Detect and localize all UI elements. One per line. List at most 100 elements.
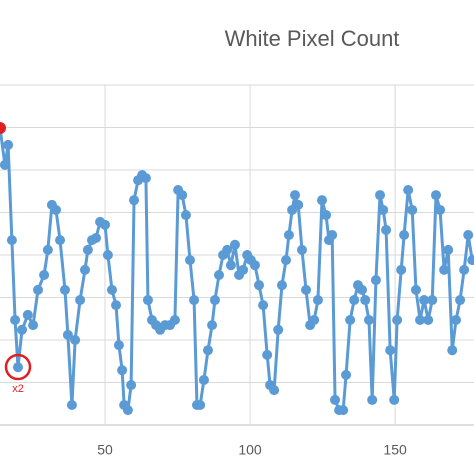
marker: [142, 295, 153, 306]
marker: [238, 264, 249, 275]
marker: [269, 385, 280, 396]
marker: [296, 244, 307, 255]
x-tick-label: 50: [97, 442, 113, 458]
marker: [430, 190, 441, 201]
marker: [50, 204, 61, 215]
marker: [249, 260, 260, 271]
marker: [28, 320, 39, 331]
marker: [363, 315, 374, 326]
marker: [229, 239, 240, 250]
marker: [100, 219, 111, 230]
marker: [360, 295, 371, 306]
marker: [214, 269, 225, 280]
marker: [6, 235, 17, 246]
marker: [82, 244, 93, 255]
marker: [330, 394, 341, 405]
marker: [91, 233, 102, 243]
marker: [403, 184, 414, 195]
plot: [0, 122, 474, 416]
marker: [375, 190, 386, 201]
marker: [79, 264, 90, 275]
marker: [198, 374, 209, 385]
marker: [254, 280, 265, 291]
marker: [283, 230, 294, 241]
marker: [455, 295, 466, 306]
marker: [59, 284, 70, 295]
marker: [273, 324, 284, 335]
marker: [435, 204, 446, 215]
marker: [290, 190, 301, 201]
marker: [341, 369, 352, 380]
marker: [321, 210, 332, 221]
marker: [357, 284, 368, 295]
marker: [62, 329, 73, 340]
marker: [467, 255, 474, 266]
marker: [443, 244, 454, 255]
marker: [407, 204, 418, 215]
marker: [39, 269, 50, 280]
marker: [66, 400, 77, 411]
annotation: x2: [12, 383, 24, 395]
marker: [309, 315, 320, 326]
marker: [195, 400, 206, 411]
marker: [126, 380, 137, 391]
marker: [419, 295, 430, 306]
marker: [129, 195, 140, 206]
marker: [102, 250, 113, 260]
marker: [399, 230, 410, 241]
marker: [459, 264, 470, 275]
chart-title: White Pixel Count: [225, 26, 400, 51]
marker: [316, 195, 327, 206]
marker: [111, 300, 122, 311]
marker: [370, 275, 381, 286]
marker: [276, 280, 287, 291]
marker: [367, 394, 378, 405]
marker: [207, 320, 218, 331]
marker: [345, 315, 356, 326]
marker: [10, 315, 21, 326]
marker: [423, 315, 434, 326]
marker: [439, 264, 450, 275]
marker: [55, 235, 66, 246]
marker: [415, 315, 426, 326]
marker: [327, 230, 338, 241]
marker: [225, 260, 236, 271]
marker: [293, 199, 304, 210]
marker: [106, 284, 117, 295]
marker: [22, 309, 33, 320]
marker: [301, 284, 312, 295]
marker: [427, 295, 438, 306]
marker: [189, 295, 200, 306]
marker: [113, 340, 124, 351]
marker: [33, 284, 44, 295]
marker: [75, 295, 86, 306]
marker: [281, 255, 292, 266]
marker: [312, 295, 323, 306]
marker: [463, 230, 474, 241]
marker: [389, 394, 400, 405]
marker: [0, 159, 10, 170]
marker: [222, 244, 233, 255]
marker: [396, 264, 407, 275]
marker: [338, 405, 349, 416]
marker: [349, 295, 360, 306]
marker: [42, 244, 53, 255]
x-tick-label: 150: [383, 442, 407, 458]
marker: [140, 173, 151, 184]
marker: [169, 315, 180, 326]
marker: [392, 315, 403, 326]
marker: [381, 224, 392, 235]
marker: [70, 335, 81, 345]
marker: [3, 139, 14, 150]
marker: [202, 345, 213, 356]
marker: [180, 210, 191, 221]
marker: [258, 300, 269, 311]
marker: [410, 284, 421, 295]
highlight-ring: [4, 353, 32, 381]
marker: [378, 204, 389, 215]
marker: [385, 345, 396, 356]
marker: [447, 345, 458, 356]
highlight-dot: [0, 122, 6, 134]
marker: [122, 405, 133, 416]
